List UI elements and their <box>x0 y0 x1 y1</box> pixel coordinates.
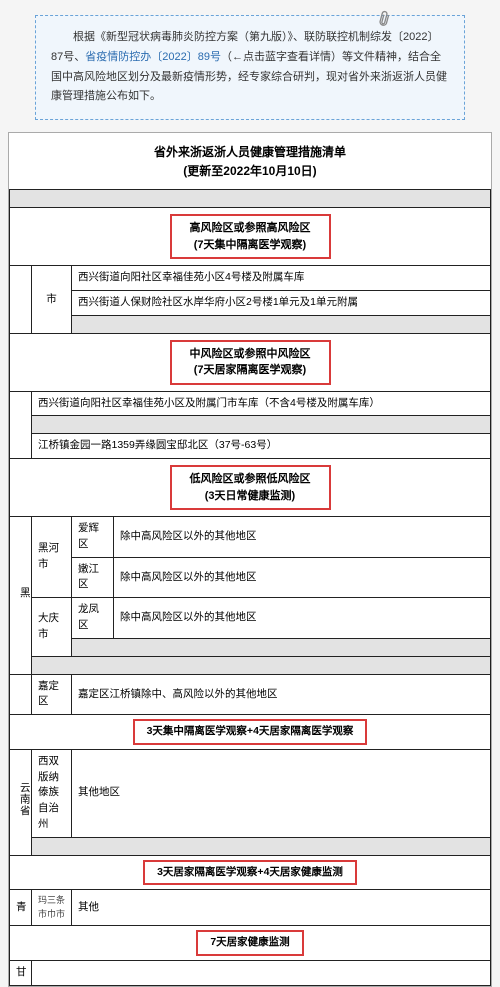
home7-box: 7天居家健康监测 <box>196 930 303 956</box>
prov-cell-3 <box>10 674 32 715</box>
dist-aihui: 爱辉区 <box>72 517 114 558</box>
low-risk-box: 低风险区或参照低风险区 (3天日常健康监测) <box>170 465 331 510</box>
dist-nenjiang: 嫩江区 <box>72 557 114 598</box>
city-daqing: 大庆市 <box>32 598 72 657</box>
mid-risk-line1: 中风险区或参照中风险区 <box>190 348 311 360</box>
high-risk-cell: 高风险区或参照高风险区 (7天集中隔离医学观察) <box>10 208 491 266</box>
measures-table: 高风险区或参照高风险区 (7天集中隔离医学观察) 市 西兴街道向阳社区幸福佳苑小… <box>9 189 491 986</box>
jiading-row: 嘉定区江桥镇除中、高风险以外的其他地区 <box>72 674 491 715</box>
document-container: 省外来浙返浙人员健康管理措施清单 (更新至2022年10月10日) 高风险区或参… <box>8 132 492 987</box>
notice-hint: （←点击蓝字查看详情） <box>221 51 342 63</box>
longfeng-area: 除中高风险区以外的其他地区 <box>114 598 491 639</box>
qing-other: 其他 <box>72 890 491 926</box>
nenjiang-area: 除中高风险区以外的其他地区 <box>114 557 491 598</box>
notice-box: 根据《新型冠状病毒肺炎防控方案（第九版）》、联防联控机制综发〔2022〕87号、… <box>35 15 465 120</box>
city-heihe: 黑河市 <box>32 517 72 598</box>
mid-risk-cell: 中风险区或参照中风险区 (7天居家隔离医学观察) <box>10 333 491 391</box>
xixing-mid-row: 西兴街道向阳社区幸福佳苑小区及附属门市车库（不含4号楼及附属车库） <box>32 391 491 416</box>
grey-row-2 <box>72 315 491 333</box>
doc-subtitle: (更新至2022年10月10日) <box>9 162 491 189</box>
yunnan-label: 云南省 <box>16 782 32 817</box>
prov-cell-2 <box>10 391 32 459</box>
jiangqiao-row: 江桥镇金园一路1359弄缘圆宝邸北区（37号-63号） <box>32 434 491 459</box>
combo2-box: 3天居家隔离医学观察+4天居家健康监测 <box>143 860 357 886</box>
grey-row-4 <box>72 638 491 656</box>
city-masanxi: 玛三条市巾市 <box>32 890 72 926</box>
xsbn-area: 其他地区 <box>72 749 491 837</box>
mid-risk-box: 中风险区或参照中风险区 (7天居家隔离医学观察) <box>170 340 331 385</box>
combo2-cell: 3天居家隔离医学观察+4天居家健康监测 <box>10 855 491 890</box>
high-risk-line1: 高风险区或参照高风险区 <box>190 222 311 234</box>
low-risk-cell: 低风险区或参照低风险区 (3天日常健康监测) <box>10 459 491 517</box>
home7-cell: 7天居家健康监测 <box>10 926 491 961</box>
prov-hei: 黑 <box>10 517 32 675</box>
combo1-box: 3天集中隔离医学观察+4天居家隔离医学观察 <box>133 719 368 745</box>
low-risk-line2: (3天日常健康监测) <box>205 490 295 502</box>
hei-label: 黑 <box>16 587 32 599</box>
grey-row-5 <box>32 656 491 674</box>
prov-gan: 甘 <box>10 961 32 986</box>
high-risk-box: 高风险区或参照高风险区 (7天集中隔离医学观察) <box>170 214 331 259</box>
notice-link[interactable]: 省疫情防控办〔2022〕89号 <box>85 51 221 63</box>
city-xsbn: 西双版纳傣族自治州 <box>32 749 72 837</box>
doc-title: 省外来浙返浙人员健康管理措施清单 <box>9 133 491 162</box>
grey-row-6 <box>32 837 491 855</box>
city-cell-1: 市 <box>32 266 72 334</box>
low-risk-line1: 低风险区或参照低风险区 <box>190 473 311 485</box>
prov-qing: 青 <box>10 890 32 926</box>
high-risk-line2: (7天集中隔离医学观察) <box>194 239 306 251</box>
jiading-city: 嘉定区 <box>32 674 72 715</box>
prov-cell-1 <box>10 266 32 334</box>
grey-row-3 <box>32 416 491 434</box>
combo1-cell: 3天集中隔离医学观察+4天居家隔离医学观察 <box>10 715 491 750</box>
xixing-row-1: 西兴街道向阳社区幸福佳苑小区4号楼及附属车库 <box>72 266 491 291</box>
gan-empty <box>32 961 491 986</box>
mid-risk-line2: (7天居家隔离医学观察) <box>194 364 306 376</box>
grey-header-row <box>10 190 491 208</box>
xixing-row-2: 西兴街道人保财险社区水岸华府小区2号楼1单元及1单元附属 <box>72 290 491 315</box>
prov-yunnan: 云南省 <box>10 749 32 855</box>
dist-longfeng: 龙凤区 <box>72 598 114 639</box>
aihui-area: 除中高风险区以外的其他地区 <box>114 517 491 558</box>
